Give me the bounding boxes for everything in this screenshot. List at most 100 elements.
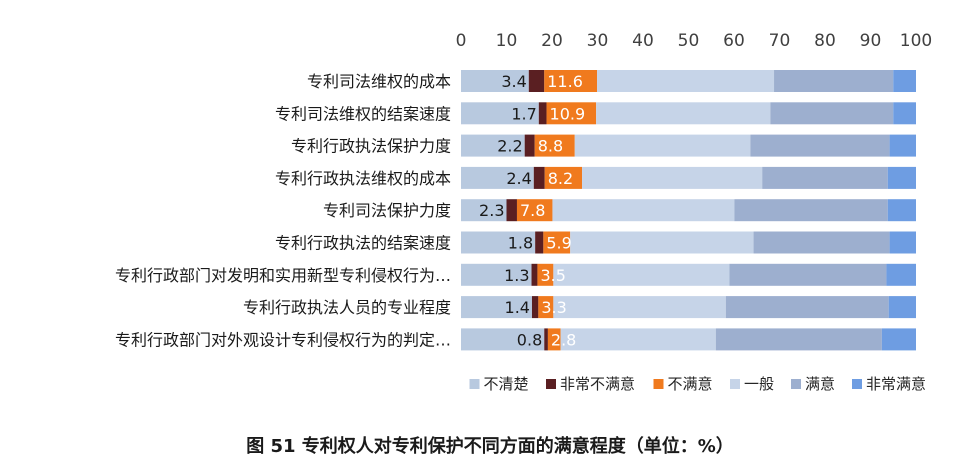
- x-tick-label: 0: [456, 31, 467, 51]
- bar-segment: [570, 231, 754, 254]
- x-tick-label: 60: [723, 31, 745, 51]
- bar-segment: [537, 263, 554, 286]
- chart-caption: 图 51 专利权人对专利保护不同方面的满意程度（单位：%）: [246, 435, 734, 457]
- bar-segment: [881, 328, 916, 351]
- value-label: 3.4: [501, 72, 526, 91]
- bar-segment: [528, 70, 545, 92]
- bar-segment: [753, 231, 890, 254]
- bar-segment: [762, 166, 888, 189]
- legend-swatch: [730, 379, 740, 389]
- x-axis-ticks: 0 10 20 30 40 50 60 70 80 90 100: [456, 31, 933, 51]
- bar-segment: [461, 328, 545, 351]
- bar-segment: [524, 134, 535, 157]
- bar-segment: [544, 166, 583, 189]
- bar-segment: [461, 231, 536, 254]
- bar-segment: [582, 166, 763, 189]
- bar-segment: [770, 102, 894, 125]
- value-label: 1.8: [508, 234, 533, 253]
- x-tick-label: 40: [632, 31, 654, 51]
- bar-segment: [544, 328, 548, 351]
- bar-segment: [538, 102, 547, 125]
- bar-segment: [889, 231, 916, 254]
- bar-segment: [889, 134, 916, 157]
- value-label: 1.7: [511, 104, 536, 123]
- category-label: 专利行政执法的结案速度: [275, 234, 451, 253]
- bar-segment: [553, 296, 726, 319]
- category-label: 专利行政执法保护力度: [291, 137, 451, 156]
- bar-segment: [715, 328, 882, 351]
- bar-segment: [546, 102, 597, 125]
- x-tick-label: 80: [814, 31, 836, 51]
- bar-segment: [888, 296, 916, 319]
- bar-rows: [461, 70, 916, 351]
- legend-label: 一般: [744, 375, 774, 393]
- value-label: 1.3: [504, 266, 529, 285]
- legend-swatch: [469, 379, 480, 389]
- x-tick-label: 50: [678, 31, 700, 51]
- bar-segment: [596, 102, 771, 125]
- bar-segment: [533, 166, 545, 189]
- category-label: 专利司法维权的成本: [307, 72, 451, 91]
- value-label: 8.2: [548, 169, 573, 188]
- bar-segment: [535, 231, 544, 254]
- value-label: 7.8: [520, 201, 545, 220]
- value-label: 2.8: [551, 330, 576, 349]
- bar-segment: [461, 166, 534, 189]
- bar-segment: [886, 263, 916, 286]
- category-label: 专利行政部门对发明和实用新型专利侵权行为…: [115, 266, 451, 285]
- bar-segment: [506, 199, 517, 222]
- legend-swatch: [653, 379, 664, 389]
- bar-segment: [774, 70, 894, 92]
- legend-swatch: [791, 379, 801, 389]
- x-tick-label: 10: [496, 31, 518, 51]
- bar-segment: [516, 199, 553, 222]
- bar-segment: [461, 199, 507, 222]
- bar-segment: [893, 102, 916, 125]
- bar-segment: [553, 263, 730, 286]
- bar-segment: [461, 102, 539, 125]
- bar-segment: [461, 70, 529, 92]
- value-label: 2.4: [506, 169, 531, 188]
- bar-segment: [574, 134, 751, 157]
- value-label: 3.3: [541, 298, 566, 317]
- bar-segment: [552, 199, 735, 222]
- bar-segment: [893, 70, 916, 92]
- bar-segment: [887, 199, 916, 222]
- value-label: 11.6: [547, 72, 583, 91]
- legend-label: 满意: [805, 375, 835, 393]
- bar-segment: [750, 134, 890, 157]
- bar-segment: [544, 70, 598, 92]
- value-label: 1.4: [505, 298, 530, 317]
- value-label: 2.3: [479, 201, 504, 220]
- bar-segment: [734, 199, 888, 222]
- legend-label: 非常满意: [866, 375, 926, 393]
- x-tick-label: 90: [860, 31, 882, 51]
- value-label: 3.5: [540, 266, 565, 285]
- legend-label: 非常不满意: [560, 375, 635, 393]
- value-label: 8.8: [538, 137, 563, 156]
- legend: 不清楚 非常不满意 不满意 一般 满意 非常满意: [469, 375, 926, 393]
- bar-segment: [560, 328, 716, 351]
- value-labels: 3.4 11.6 1.7 10.9 2.2 8.8 2.4 8.2 2.3 7.8 1.8 5.9 1.…: [479, 72, 585, 349]
- value-label: 2.2: [497, 137, 522, 156]
- value-label: 0.8: [517, 330, 542, 349]
- legend-swatch: [546, 379, 556, 389]
- bar-segment: [538, 296, 554, 319]
- bar-segment: [543, 231, 571, 254]
- bar-segment: [531, 296, 539, 319]
- bar-segment: [534, 134, 575, 157]
- bar-segment: [461, 296, 532, 319]
- x-tick-label: 20: [541, 31, 563, 51]
- category-label: 专利行政部门对外观设计专利侵权行为的判定…: [115, 330, 451, 349]
- legend-label: 不清楚: [484, 375, 529, 393]
- bar-segment: [725, 296, 889, 319]
- legend-swatch: [852, 379, 862, 389]
- bar-segment: [887, 166, 916, 189]
- x-tick-label: 30: [587, 31, 609, 51]
- bar-segment: [729, 263, 887, 286]
- x-tick-label: 100: [900, 31, 932, 51]
- bar-segment: [531, 263, 538, 286]
- value-label: 10.9: [550, 104, 586, 123]
- bar-segment: [547, 328, 561, 351]
